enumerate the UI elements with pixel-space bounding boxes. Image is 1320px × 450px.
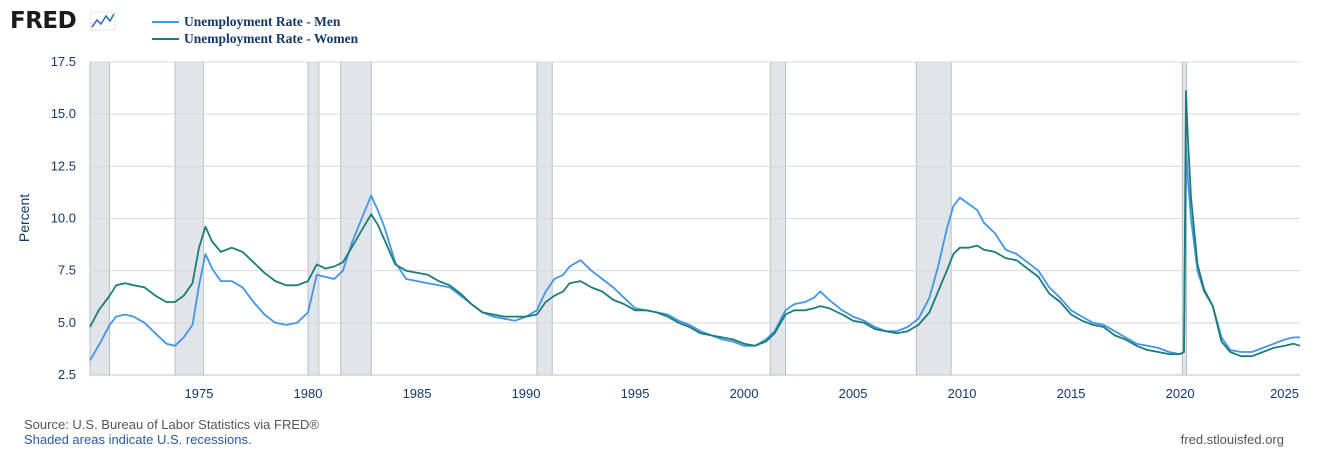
line-graph-icon <box>90 11 116 31</box>
legend-item-men[interactable]: Unemployment Rate - Men <box>152 14 340 30</box>
series-line-men[interactable] <box>89 144 1300 361</box>
legend-swatch-men <box>152 21 179 23</box>
y-tick-label-5: 15.0 <box>51 106 76 121</box>
y-tick-label-1: 5.0 <box>58 315 76 330</box>
legend-label-women: Unemployment Rate - Women <box>184 31 359 46</box>
x-tick-label-9: 2020 <box>1166 386 1195 401</box>
y-tick-label-6: 17.5 <box>51 54 76 69</box>
x-tick-label-6: 2005 <box>839 386 868 401</box>
series-lines <box>89 90 1301 361</box>
legend-swatch-women <box>152 38 179 40</box>
site-link[interactable]: fred.stlouisfed.org <box>1180 432 1284 447</box>
x-tick-label-0: 1975 <box>185 386 214 401</box>
legend-item-women[interactable]: Unemployment Rate - Women <box>152 31 358 47</box>
chart-header: FRED Unemployment Rate - Men Unemploymen… <box>10 8 610 48</box>
x-tick-label-7: 2010 <box>948 386 977 401</box>
x-tick-label-2: 1985 <box>403 386 432 401</box>
series-line-women[interactable] <box>89 90 1301 358</box>
y-axis-ticks: 2.5 5.0 7.5 10.0 12.5 15.0 17.5 <box>51 54 76 382</box>
x-axis-ticks: 1975 1980 1985 1990 1995 2000 2005 2010 2015 2020… <box>185 386 1299 401</box>
x-tick-label-8: 2015 <box>1057 386 1086 401</box>
y-axis-label: Percent <box>16 194 32 242</box>
y-tick-label-0: 2.5 <box>58 367 76 382</box>
legend-label-men: Unemployment Rate - Men <box>184 14 341 29</box>
fred-logo[interactable]: FRED <box>10 8 77 34</box>
x-tick-label-10: 2025 <box>1270 386 1299 401</box>
y-tick-label-4: 12.5 <box>51 158 76 173</box>
x-tick-label-3: 1990 <box>512 386 541 401</box>
x-tick-label-4: 1995 <box>621 386 650 401</box>
gridlines <box>90 61 1300 376</box>
y-tick-label-3: 10.0 <box>51 211 76 226</box>
source-note: Source: U.S. Bureau of Labor Statistics … <box>24 417 319 432</box>
x-tick-label-5: 2000 <box>730 386 759 401</box>
recession-note: Shaded areas indicate U.S. recessions. <box>24 432 252 447</box>
y-tick-label-2: 7.5 <box>58 263 76 278</box>
x-tick-label-1: 1980 <box>294 386 323 401</box>
